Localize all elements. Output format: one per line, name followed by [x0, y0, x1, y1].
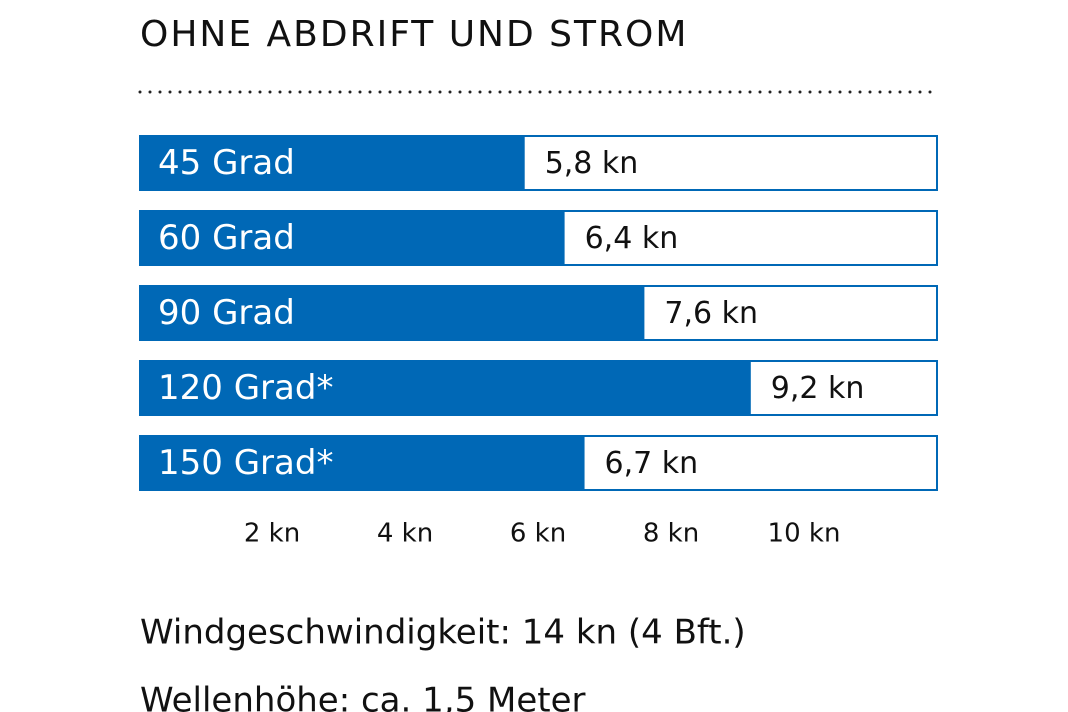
x-tick-label: 6 kn [510, 519, 566, 549]
bar [139, 210, 565, 265]
value-label: 6,7 kn [605, 446, 699, 481]
value-label: 9,2 kn [771, 371, 865, 406]
x-tick-label: 8 kn [643, 519, 699, 549]
value-label: 6,4 kn [585, 221, 679, 256]
value-label: 5,8 kn [545, 146, 639, 181]
category-label: 150 Grad* [158, 443, 333, 483]
note: Windgeschwindigkeit: 14 kn (4 Bft.) [140, 613, 746, 653]
bar [139, 435, 585, 490]
x-tick-label: 2 kn [244, 519, 300, 549]
bar [139, 360, 751, 415]
bar [139, 135, 525, 190]
chart-title: OHNE ABDRIFT UND STROM [140, 14, 688, 55]
x-tick-label: 4 kn [377, 519, 433, 549]
x-tick-label: 10 kn [768, 519, 841, 549]
category-label: 120 Grad* [158, 368, 333, 408]
category-label: 90 Grad [158, 293, 295, 333]
category-label: 45 Grad [158, 143, 295, 183]
value-label: 7,6 kn [664, 296, 758, 331]
bar [139, 285, 645, 340]
category-label: 60 Grad [158, 218, 295, 258]
note: Wellenhöhe: ca. 1,5 Meter [140, 681, 586, 712]
